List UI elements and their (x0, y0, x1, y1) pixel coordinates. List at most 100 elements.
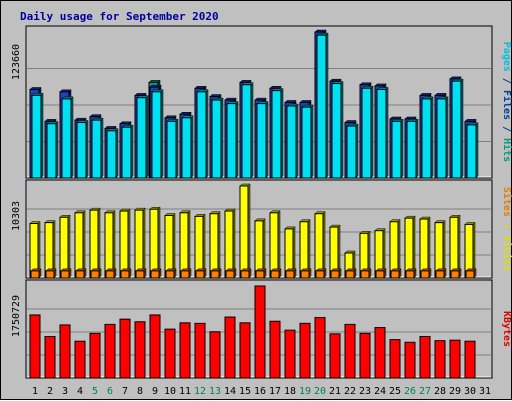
x-tick-label: 15 (239, 386, 251, 397)
bar-front-face (164, 328, 176, 379)
bar-kbytes (134, 321, 146, 379)
bar-front-face (135, 270, 145, 279)
bar-visits (449, 214, 461, 279)
bar-front-face (434, 340, 446, 379)
bar-front-face (75, 270, 85, 279)
x-tick-label: 19 (299, 386, 311, 397)
bar-front-face (226, 103, 237, 179)
bar-front-face (255, 270, 265, 279)
bar-front-face (435, 270, 445, 279)
bar-pages (196, 89, 209, 179)
bar-front-face (450, 270, 460, 279)
x-axis-labels: 1 2 3 4 5 6 7 8 9 10 11 12 13 14 15 16 17 18 19 20 21 22 23 24 2… (32, 386, 491, 397)
bar-pages (421, 96, 434, 179)
x-tick-label: 17 (269, 386, 281, 397)
bar-kbytes (269, 320, 281, 379)
bar-pages (181, 115, 194, 179)
x-tick-label: 2 (47, 386, 53, 397)
bar-front-face (106, 130, 117, 179)
bar-front-face (211, 99, 222, 179)
bar-sites (255, 268, 267, 279)
bar-front-face (61, 98, 72, 179)
bar-kbytes (329, 333, 341, 379)
bar-pages (391, 118, 404, 179)
bar-front-face (330, 270, 340, 279)
bar-front-face (271, 90, 282, 179)
bar-pages (241, 82, 254, 179)
x-tick-label: 27 (419, 386, 431, 397)
bar-sites (300, 268, 312, 279)
bar-sites (315, 268, 327, 279)
bar-front-face (390, 270, 400, 279)
x-tick-label: 30 (464, 386, 476, 397)
bar-front-face (375, 270, 385, 279)
bar-sites (195, 268, 207, 279)
bar-kbytes (104, 323, 116, 379)
bar-front-face (331, 83, 342, 179)
bar-kbytes (299, 322, 311, 379)
bar-sites (105, 268, 117, 279)
bar-kbytes (149, 314, 161, 379)
x-tick-label: 10 (164, 386, 176, 397)
bar-front-face (284, 329, 296, 379)
x-tick-label: 12 (194, 386, 206, 397)
bar-front-face (30, 270, 40, 279)
bar-front-face (150, 270, 160, 279)
x-tick-label: 3 (62, 386, 68, 397)
bar-front-face (240, 270, 250, 279)
bar-front-face (316, 34, 327, 179)
bar-kbytes (209, 331, 221, 379)
bar-kbytes (224, 316, 236, 379)
bar-front-face (104, 323, 116, 379)
bar-front-face (359, 332, 371, 379)
bar-sites (435, 268, 447, 279)
bar-pages (151, 89, 164, 179)
bar-pages (256, 101, 269, 179)
bar-sites (240, 268, 252, 279)
bar-visits (239, 183, 251, 279)
bar-front-face (209, 331, 221, 379)
bar-front-face (119, 210, 129, 279)
bar-front-face (194, 322, 206, 379)
bar-front-face (404, 341, 416, 379)
axis-label-bottom: KBytes (501, 311, 512, 347)
bar-kbytes (29, 314, 41, 379)
bar-front-face (285, 270, 295, 279)
bar-kbytes (344, 323, 356, 379)
bar-kbytes (314, 317, 326, 379)
bar-kbytes (404, 341, 416, 379)
bar-kbytes (74, 340, 86, 379)
bar-front-face (151, 91, 162, 179)
bar-front-face (269, 320, 281, 379)
bar-sites (150, 268, 162, 279)
bar-front-face (345, 270, 355, 279)
bar-front-face (179, 212, 189, 279)
x-tick-label: 31 (479, 386, 491, 397)
bar-front-face (165, 270, 175, 279)
bar-kbytes (44, 335, 56, 379)
bar-visits (224, 208, 236, 279)
axis-label-part: Files (501, 90, 512, 120)
bar-front-face (299, 322, 311, 379)
bar-front-face (465, 270, 475, 279)
bar-visits (179, 210, 191, 279)
bar-front-face (300, 270, 310, 279)
bar-visits (104, 210, 116, 279)
bar-front-face (314, 317, 326, 379)
y-max-label: 10303 (11, 201, 22, 231)
bar-front-face (360, 270, 370, 279)
bar-front-face (134, 209, 144, 279)
bar-front-face (239, 185, 249, 279)
bar-sites (135, 268, 147, 279)
x-tick-label: 5 (92, 386, 98, 397)
bar-front-face (60, 270, 70, 279)
bar-kbytes (464, 340, 476, 379)
bar-kbytes (194, 322, 206, 379)
bar-sites (420, 268, 432, 279)
bar-front-face (136, 97, 147, 179)
x-tick-label: 13 (209, 386, 221, 397)
bar-pages (361, 85, 374, 179)
bar-kbytes (449, 339, 461, 379)
bar-pages (271, 88, 284, 179)
